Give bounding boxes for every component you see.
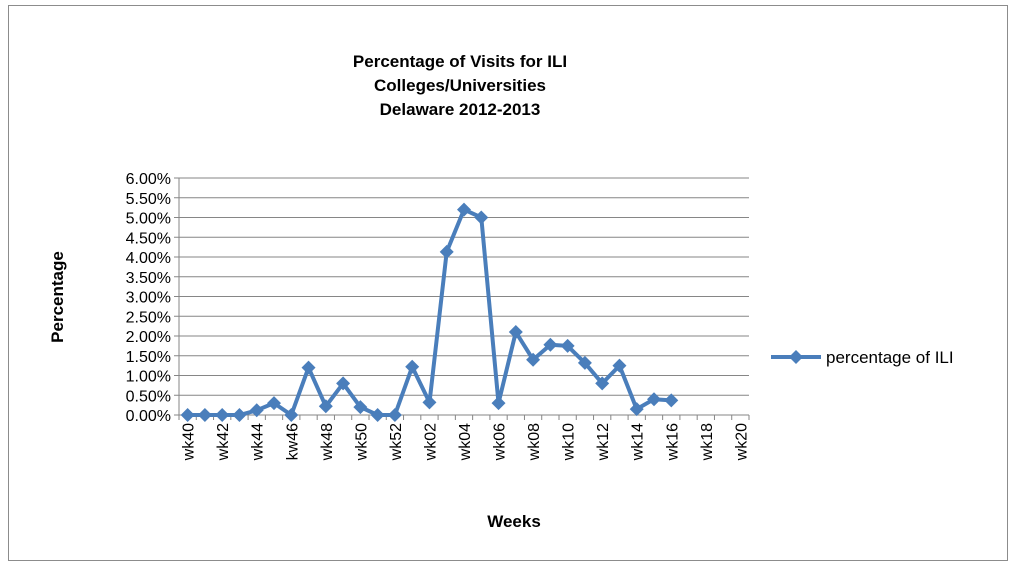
- x-tick-label: wk52: [388, 423, 405, 461]
- x-tick-label: kw46: [284, 423, 301, 460]
- y-tick-label: 1.00%: [126, 369, 171, 386]
- x-tick-label: wk08: [526, 423, 543, 461]
- y-tick-label: 5.50%: [126, 191, 171, 208]
- data-point-marker: [508, 325, 523, 340]
- data-point-marker: [491, 396, 506, 411]
- data-point-marker: [543, 337, 558, 352]
- x-tick-label: wk16: [664, 423, 681, 461]
- data-point-marker: [301, 360, 316, 375]
- data-point-marker: [422, 395, 437, 410]
- series-group: [180, 202, 679, 422]
- data-point-marker: [232, 408, 247, 422]
- data-point-marker: [318, 399, 333, 414]
- y-tick-label: 3.00%: [126, 290, 171, 307]
- legend: percentage of ILI: [771, 348, 954, 367]
- data-point-marker: [180, 408, 195, 422]
- y-tick-label: 0.50%: [126, 388, 171, 405]
- y-axis-ticks: 0.00% 0.50% 1.00% 1.50% 2.00% 2.50% 3.00% 3.50%…: [126, 171, 179, 425]
- y-tick-label: 3.50%: [126, 270, 171, 287]
- x-tick-label: wk14: [630, 423, 647, 461]
- x-tick-label: wk20: [733, 423, 750, 461]
- y-tick-label: 4.50%: [126, 230, 171, 247]
- data-point-marker: [560, 338, 575, 353]
- data-point-marker: [457, 202, 471, 217]
- data-point-marker: [405, 359, 420, 374]
- y-tick-label: 2.00%: [126, 329, 171, 346]
- chart-title-line-2: Colleges/Universities: [374, 76, 546, 95]
- y-tick-label: 4.00%: [126, 250, 171, 267]
- chart-title-line-3: Delaware 2012-2013: [380, 100, 541, 119]
- data-point-marker: [336, 376, 351, 391]
- x-tick-label: wk10: [561, 423, 578, 461]
- x-tick-label: wk50: [353, 423, 370, 461]
- x-tick-label: wk48: [319, 423, 336, 461]
- data-point-marker: [267, 396, 281, 411]
- data-point-marker: [387, 408, 402, 422]
- data-point-marker: [370, 408, 385, 422]
- data-point-marker: [439, 244, 454, 259]
- data-point-marker: [664, 393, 679, 408]
- x-axis-ticks: wk40 wk42 wk44 kw46 wk48 wk50 wk52 wk02 wk04 wk06…: [178, 415, 750, 461]
- x-tick-label: wk02: [422, 423, 439, 461]
- data-point-marker: [284, 408, 299, 422]
- x-tick-label: wk44: [250, 423, 267, 461]
- y-tick-label: 1.50%: [126, 349, 171, 366]
- y-tick-label: 2.50%: [126, 309, 171, 326]
- data-point-marker: [197, 408, 212, 422]
- x-tick-label: wk06: [492, 423, 509, 461]
- x-tick-label: wk12: [595, 423, 612, 461]
- x-tick-label: wk04: [457, 423, 474, 461]
- chart-title: Percentage of Visits for ILI Colleges/Un…: [353, 52, 567, 119]
- y-tick-label: 0.00%: [126, 408, 171, 425]
- data-point-marker: [474, 210, 489, 225]
- data-point-marker: [215, 408, 230, 422]
- data-point-marker: [526, 352, 541, 367]
- x-tick-label: wk18: [699, 423, 716, 461]
- legend-label: percentage of ILI: [826, 348, 954, 367]
- data-point-marker: [353, 400, 368, 415]
- y-tick-label: 6.00%: [126, 171, 171, 188]
- x-tick-label: wk42: [215, 423, 232, 461]
- data-point-marker: [249, 403, 264, 418]
- x-axis-title: Weeks: [487, 512, 541, 531]
- chart-title-line-1: Percentage of Visits for ILI: [353, 52, 567, 71]
- data-point-marker: [647, 392, 661, 407]
- legend-swatch-marker: [789, 350, 803, 364]
- chart-frame: [8, 5, 1008, 561]
- data-point-marker: [595, 376, 610, 391]
- data-point-marker: [577, 355, 592, 370]
- x-tick-label: wk40: [181, 423, 198, 461]
- y-axis-title: Percentage: [48, 251, 67, 343]
- y-tick-label: 5.00%: [126, 211, 171, 228]
- data-point-marker: [612, 358, 627, 373]
- data-point-marker: [629, 402, 644, 417]
